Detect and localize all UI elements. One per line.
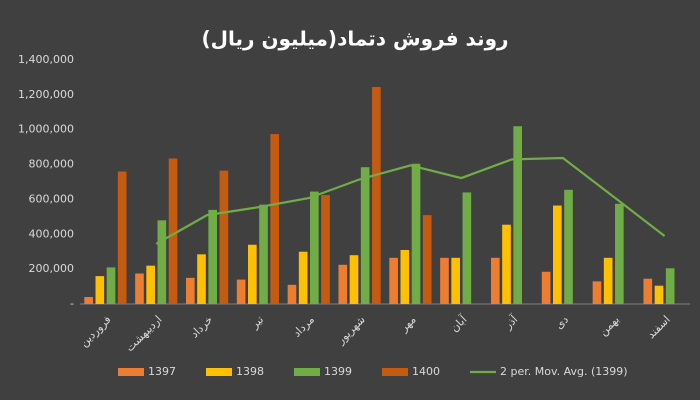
bar <box>168 158 178 304</box>
bar <box>287 284 297 304</box>
bar <box>440 257 449 304</box>
y-tick-label: 600,000 <box>29 192 75 205</box>
bar <box>106 267 116 304</box>
bar <box>389 257 398 304</box>
chart-title: روند فروش دتماد(میلیون ریال) <box>201 27 508 51</box>
bar <box>157 220 167 304</box>
bar <box>135 273 144 304</box>
bar <box>592 281 602 304</box>
legend-label: 1397 <box>148 365 176 378</box>
y-tick-label: 1,400,000 <box>18 53 74 66</box>
y-tick-label: 1,200,000 <box>18 88 74 101</box>
y-tick-label: - <box>70 297 74 310</box>
bar <box>603 257 613 304</box>
y-tick-label: 200,000 <box>29 262 75 275</box>
bar <box>654 285 664 304</box>
bar <box>451 257 460 304</box>
bar <box>490 257 500 304</box>
bar <box>462 192 472 304</box>
bar <box>248 244 257 304</box>
legend-swatch <box>294 368 320 376</box>
bar <box>553 205 562 304</box>
bar <box>422 215 432 304</box>
bar <box>502 224 511 304</box>
bar <box>219 170 229 304</box>
bar <box>84 297 93 304</box>
bar <box>95 276 105 304</box>
bar <box>236 279 246 304</box>
legend-swatch <box>118 368 144 376</box>
legend-label: 2 per. Mov. Avg. (1399) <box>500 365 628 378</box>
legend-label: 1399 <box>324 365 352 378</box>
legend-swatch <box>382 368 408 376</box>
bar <box>298 251 308 304</box>
legend-swatch <box>206 368 232 376</box>
bar <box>338 264 348 304</box>
bar <box>564 189 573 304</box>
moving-average-line <box>155 156 666 245</box>
bar <box>349 255 359 304</box>
bar <box>411 163 421 304</box>
bar <box>197 254 206 304</box>
legend-label: 1400 <box>412 365 440 378</box>
legend-label: 1398 <box>236 365 264 378</box>
bar <box>541 271 551 304</box>
y-tick-label: 400,000 <box>29 227 75 240</box>
bar <box>259 204 268 304</box>
bar <box>513 126 522 304</box>
bar <box>615 203 624 304</box>
bar <box>665 268 675 304</box>
bar <box>270 134 280 304</box>
bar <box>310 191 319 304</box>
bar <box>208 209 217 304</box>
bar <box>400 249 410 304</box>
bar <box>360 167 370 304</box>
bar <box>643 278 653 304</box>
bar <box>117 171 127 304</box>
bar <box>372 87 381 304</box>
bar <box>321 195 330 304</box>
y-tick-label: 800,000 <box>29 158 75 171</box>
bar <box>185 277 195 304</box>
bar <box>146 265 155 304</box>
y-tick-label: 1,000,000 <box>18 123 74 136</box>
